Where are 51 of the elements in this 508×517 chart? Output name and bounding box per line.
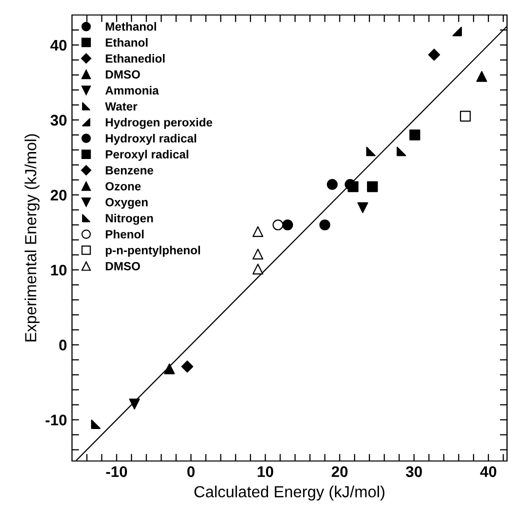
point [272, 219, 284, 230]
point [348, 181, 358, 192]
x-tick-label: 30 [406, 466, 422, 478]
point [357, 202, 368, 214]
y-tick-label: -10 [46, 414, 67, 426]
legend-label: Nitrogen [106, 214, 153, 225]
legend-label: Ethanediol [106, 54, 165, 63]
point [452, 26, 462, 36]
legend-label: Phenol [106, 230, 144, 238]
point [252, 226, 264, 238]
x-tick-label: 20 [332, 466, 348, 478]
y-tick-label: 0 [59, 340, 67, 350]
y-tick-label: 40 [50, 40, 67, 51]
point [409, 130, 420, 140]
point [460, 110, 471, 122]
x-tick-label: 40 [480, 466, 496, 478]
point [366, 181, 378, 192]
point [476, 71, 488, 82]
legend-label: Hydrogen peroxide [106, 118, 212, 129]
point [282, 219, 294, 230]
x-tick-label: -10 [106, 466, 128, 478]
x-tick-label: 10 [258, 466, 274, 478]
point [181, 360, 194, 373]
legend-label: DMSO [106, 70, 140, 79]
y-tick-label: 30 [50, 114, 67, 126]
y-axis-title: Experimental Energy (kJ/mol) [24, 134, 40, 342]
legend-label: DMSO [106, 262, 140, 270]
legend-label: Ammonia [105, 86, 159, 95]
point [319, 219, 330, 230]
point [396, 146, 406, 156]
point [252, 248, 264, 260]
legend-label: Water [105, 102, 138, 111]
legend-label: p-n-pentylphenol [106, 246, 200, 257]
legend-label: Hydroxyl radical [106, 134, 196, 145]
legend-label: Ozone [106, 182, 141, 190]
point [326, 178, 338, 190]
point [252, 264, 264, 275]
legend-label: Ethanol [106, 38, 148, 47]
point [129, 398, 140, 410]
x-axis-title: Calculated Energy (kJ/mol) [194, 486, 384, 501]
legend-label: Methanol [106, 22, 156, 31]
y-tick-label: 10 [51, 264, 67, 276]
legend-label: Peroxyl radical [106, 150, 188, 161]
x-tick-label: 0 [187, 466, 195, 478]
y-tick-label: 20 [50, 190, 67, 201]
legend-label: Oxygen [106, 198, 148, 209]
point [164, 363, 175, 374]
legend-label: Benzene [106, 166, 154, 174]
point [91, 420, 101, 429]
point [428, 48, 440, 61]
point [366, 146, 376, 156]
